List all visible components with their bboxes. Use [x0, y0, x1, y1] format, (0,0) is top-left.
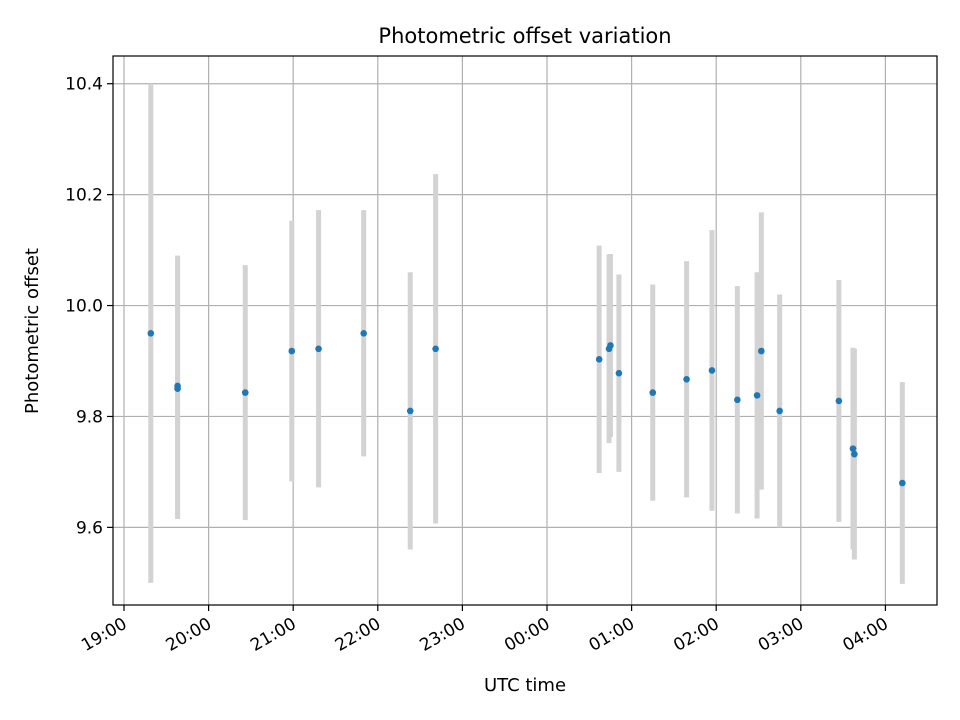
data-point: [734, 396, 741, 404]
data-point: [683, 376, 690, 383]
y-tick-label: 10.4: [65, 75, 103, 95]
data-point: [899, 479, 906, 487]
y-axis-ticks: 9.6 9.8 10.0 10.2 10.4: [65, 75, 113, 538]
chart-title: Photometric offset variation: [378, 24, 671, 48]
y-tick-label: 9.6: [76, 518, 103, 538]
data-point: [432, 345, 439, 353]
data-point: [851, 450, 858, 458]
x-axis-label: UTC time: [484, 675, 566, 696]
plot-frame: [112, 55, 938, 606]
data-point: [708, 367, 716, 374]
data-point: [595, 356, 603, 363]
data-point: [360, 329, 368, 337]
data-points: [147, 329, 906, 487]
grid-lines: [113, 56, 937, 605]
data-point: [649, 389, 657, 396]
data-point: [288, 347, 296, 355]
y-tick-label: 10.0: [65, 297, 103, 317]
data-point: [835, 397, 843, 405]
data-point: [147, 329, 155, 337]
y-axis-label: Photometric offset: [22, 248, 43, 414]
data-point: [174, 385, 181, 393]
data-point: [776, 407, 783, 415]
data-point: [241, 389, 249, 396]
y-tick-label: 10.2: [65, 186, 103, 206]
data-point: [758, 347, 765, 355]
data-point: [607, 342, 614, 349]
data-point: [615, 369, 623, 377]
data-point: [753, 392, 761, 399]
data-point: [849, 445, 857, 452]
y-tick-label: 9.8: [76, 407, 103, 427]
data-point: [315, 345, 322, 353]
data-point: [406, 407, 414, 415]
